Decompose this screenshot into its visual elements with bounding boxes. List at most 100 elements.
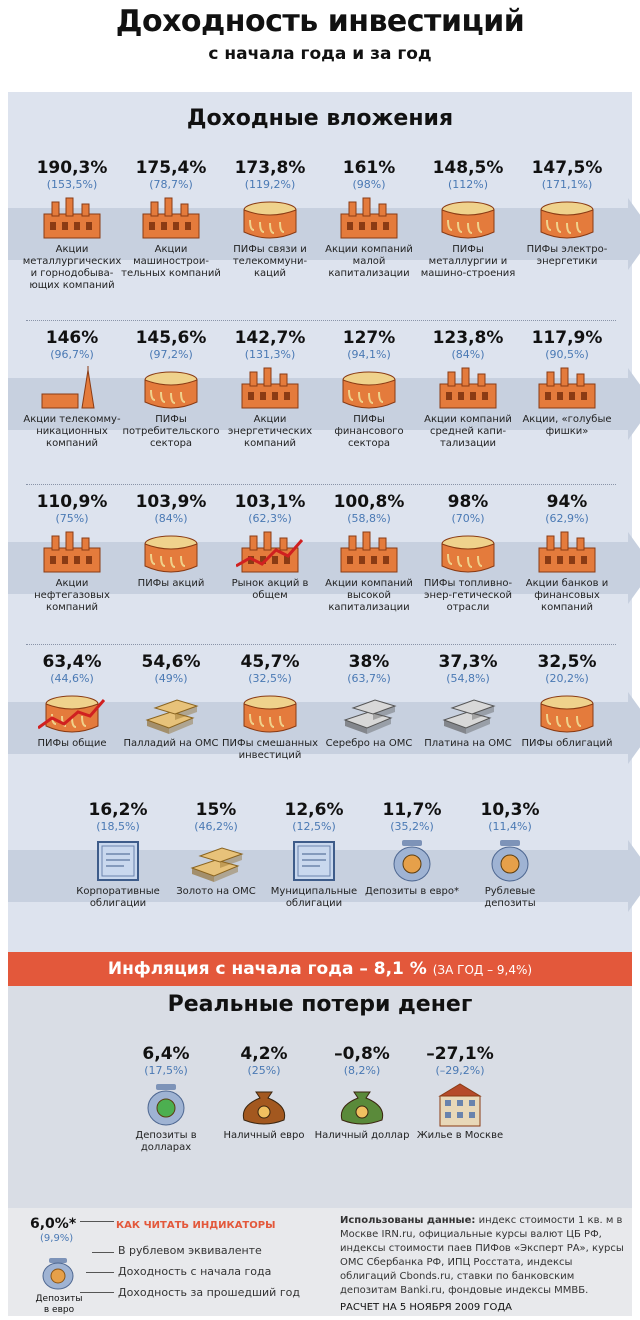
investment-item: 146% (96,7%) Акции телекомму-никационных … (22, 328, 122, 450)
bag-dollar-icon (340, 1091, 384, 1125)
ytd-percent: 175,4% (135, 158, 207, 178)
jar-euro-icon (393, 840, 431, 882)
ytd-percent: 12,6% (284, 800, 344, 820)
section-title-losses: Реальные потери денег (167, 992, 473, 1017)
year-percent: (8,2%) (343, 1064, 381, 1077)
ytd-percent: 63,4% (42, 652, 102, 672)
item-label: Наличный евро (223, 1130, 305, 1141)
item-label: Акции компаний высокой капитализации (325, 578, 413, 613)
cake-icon (540, 201, 594, 239)
investment-item: 10,3% (11,4%) Рублевые депозиты (460, 800, 560, 910)
page-title: Доходность инвестиций (115, 4, 525, 39)
investment-item: 54,6% (49%) Палладий на ОМС (121, 652, 221, 750)
ytd-percent: 173,8% (234, 158, 306, 178)
item-label: Депозиты в долларах (135, 1130, 197, 1153)
legend-connector (80, 1221, 114, 1222)
investment-item: 110,9% (75%) Акции нефтегазовых компаний (22, 492, 122, 614)
ytd-percent: 4,2% (240, 1044, 288, 1064)
ytd-percent: 190,3% (36, 158, 108, 178)
item-label: Акции банков и финансовых компаний (525, 578, 609, 613)
investment-item: 127% (94,1%) ПИФы финансового сектора (319, 328, 419, 450)
ytd-percent: 103,1% (234, 492, 306, 512)
investment-item: 16,2% (18,5%) Корпоративные облигации (68, 800, 168, 910)
sources-text: Использованы данные: индекс стоимости 1 … (340, 1214, 625, 1298)
ytd-percent: 161% (342, 158, 396, 178)
cake-icon (342, 371, 396, 409)
legend-connector (92, 1252, 114, 1253)
investment-item: 11,7% (35,2%) Депозиты в евро* (362, 800, 462, 898)
inflation-year-text: (ЗА ГОД – 9,4%) (432, 963, 533, 977)
section-title-income: Доходные вложения (186, 106, 454, 131)
ytd-percent: 38% (348, 652, 390, 672)
investment-item: 38% (63,7%) Серебро на ОМС (319, 652, 419, 750)
investment-item: 12,6% (12,5%) Муниципальные облигации (264, 800, 364, 910)
ytd-percent: 98% (447, 492, 489, 512)
row-band (8, 368, 640, 440)
legend-line-rub: В рублевом эквиваленте (118, 1244, 262, 1257)
ytd-percent: 16,2% (88, 800, 148, 820)
ytd-percent: 6,4% (142, 1044, 190, 1064)
building-icon (438, 1083, 482, 1127)
investment-item: 147,5% (171,1%) ПИФы электро-энергетики (517, 158, 617, 268)
ytd-percent: 11,7% (382, 800, 442, 820)
ytd-percent: 32,5% (537, 652, 597, 672)
year-percent: (32,5%) (248, 672, 292, 685)
item-label: Акции машинострои-тельных компаний (121, 244, 221, 279)
year-percent: (63,7%) (347, 672, 391, 685)
investment-item: 32,5% (20,2%) ПИФы облигаций (517, 652, 617, 750)
investment-item: 103,1% (62,3%) Рынок акций в общем (220, 492, 320, 602)
investment-item: 15% (46,2%) Золото на ОМС (166, 800, 266, 898)
item-label: Палладий на ОМС (123, 738, 219, 749)
inflation-banner: Инфляция с начала года – 8,1 % (ЗА ГОД –… (8, 952, 632, 986)
ytd-percent: 10,3% (480, 800, 540, 820)
page-subtitle: с начала года и за год (208, 44, 432, 64)
year-percent: (94,1%) (347, 348, 391, 361)
item-label: Муниципальные облигации (270, 886, 358, 909)
factory-icon (43, 531, 101, 573)
ytd-percent: –0,8% (334, 1044, 390, 1064)
ytd-percent: 94% (546, 492, 588, 512)
ytd-percent: –27,1% (426, 1044, 494, 1064)
item-label: Акции компаний малой капитализации (325, 244, 413, 279)
legend-year: (9,9%) (40, 1233, 74, 1244)
item-label: ПИФы смешанных инвестиций (221, 738, 319, 761)
factory-icon (340, 531, 398, 573)
item-label: ПИФы облигаций (521, 738, 613, 749)
gold-bars-icon (145, 699, 199, 734)
loss-item: –0,8% (8,2%) Наличный доллар (312, 1044, 412, 1142)
row-separator (26, 484, 616, 485)
cake-chart-icon (38, 695, 106, 733)
item-label: ПИФы общие (37, 738, 107, 749)
legend-line-year: Доходность за прошедший год (118, 1286, 300, 1299)
investment-item: 37,3% (54,8%) Платина на ОМС (418, 652, 518, 750)
item-label: Акции, «голубые фишки» (522, 414, 612, 437)
year-percent: (112%) (447, 178, 489, 191)
investment-item: 145,6% (97,2%) ПИФы потребительского сект… (121, 328, 221, 450)
jar-dollar-icon (147, 1084, 185, 1126)
item-label: ПИФы электро-энергетики (526, 244, 608, 267)
year-percent: (131,3%) (244, 348, 296, 361)
year-percent: (70%) (451, 512, 485, 525)
investment-item: 161% (98%) Акции компаний малой капитализ… (319, 158, 419, 280)
row-separator (26, 320, 616, 321)
legend-pct: 6,0%* (30, 1216, 77, 1232)
ytd-percent: 142,7% (234, 328, 306, 348)
item-label: ПИФы финансового сектора (334, 414, 404, 449)
row-band (8, 532, 640, 604)
legend-line-ytd: Доходность с начала года (118, 1265, 272, 1278)
item-label: Акции компаний средней капи-тализации (424, 414, 512, 449)
row-separator (26, 644, 616, 645)
item-label: ПИФы металлургии и машино-строения (420, 244, 516, 279)
item-label: Наличный доллар (314, 1130, 410, 1141)
loss-item: –27,1% (–29,2%) Жилье в Москве (410, 1044, 510, 1142)
investment-item: 100,8% (58,8%) Акции компаний высокой кап… (319, 492, 419, 614)
year-percent: (11,4%) (488, 820, 532, 833)
year-percent: (84%) (451, 348, 485, 361)
year-percent: (46,2%) (194, 820, 238, 833)
ytd-percent: 37,3% (438, 652, 498, 672)
ytd-percent: 117,9% (531, 328, 603, 348)
factory-chart-icon (236, 531, 304, 573)
year-percent: (90,5%) (545, 348, 589, 361)
legend-connector (80, 1292, 114, 1293)
year-percent: (12,5%) (292, 820, 336, 833)
